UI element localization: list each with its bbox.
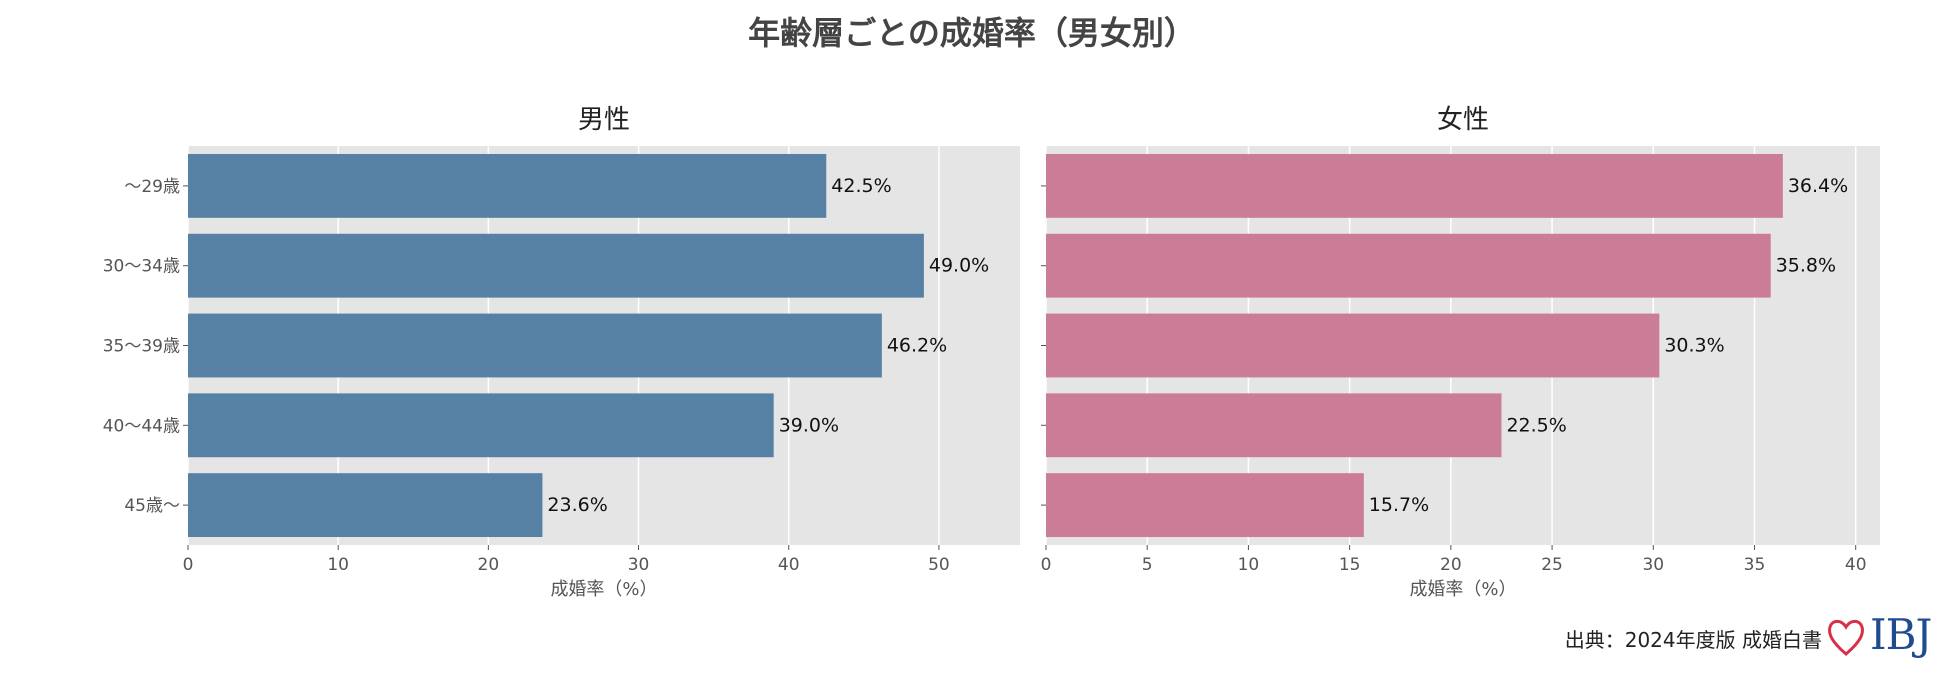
bar (1046, 313, 1660, 378)
x-tick-label: 40 (778, 555, 800, 575)
panel-title: 男性 (578, 105, 630, 135)
data-label: 22.5% (1506, 414, 1566, 436)
x-tick-label: 30 (1642, 555, 1664, 575)
bar (188, 313, 882, 378)
logo-text: IBJ (1870, 610, 1932, 659)
x-tick-label: 0 (1041, 555, 1052, 575)
x-tick-label: 35 (1744, 555, 1766, 575)
data-label: 15.7% (1369, 494, 1429, 516)
data-label: 46.2% (887, 335, 947, 357)
data-label: 42.5% (831, 175, 891, 197)
x-tick-label: 20 (1440, 555, 1462, 575)
x-tick-label: 50 (928, 555, 950, 575)
bar (188, 393, 774, 458)
y-tick-label: 40～44歳 (103, 416, 180, 436)
x-tick-label: 25 (1541, 555, 1563, 575)
y-tick-label: 30～34歳 (103, 257, 180, 277)
x-axis-label: 成婚率（%） (550, 579, 657, 600)
x-tick-label: 10 (327, 555, 349, 575)
data-label: 30.3% (1664, 335, 1724, 357)
source-note: 出典：2024年度版 成婚白書 (1564, 628, 1822, 652)
x-tick-label: 30 (628, 555, 650, 575)
data-label: 36.4% (1788, 175, 1848, 197)
bar (188, 473, 543, 538)
bar (188, 153, 827, 218)
bar (1046, 153, 1783, 218)
chart-title: 年齢層ごとの成婚率（男女別） (748, 14, 1196, 52)
bar (1046, 233, 1771, 298)
data-label: 49.0% (929, 255, 989, 277)
x-tick-label: 15 (1339, 555, 1361, 575)
x-tick-label: 0 (183, 555, 194, 575)
bar (1046, 473, 1364, 538)
y-tick-label: 35～39歳 (103, 337, 180, 357)
data-label: 39.0% (779, 414, 839, 436)
data-label: 35.8% (1776, 255, 1836, 277)
x-tick-label: 40 (1845, 555, 1867, 575)
x-tick-label: 20 (478, 555, 500, 575)
bar (188, 233, 924, 298)
x-tick-label: 5 (1142, 555, 1153, 575)
bar (1046, 393, 1502, 458)
y-tick-label: ～29歳 (124, 177, 180, 197)
ibj-logo: IBJ (1826, 610, 1932, 660)
x-axis-label: 成婚率（%） (1409, 579, 1516, 600)
y-tick-label: 45歳～ (124, 496, 180, 516)
panel-title: 女性 (1437, 105, 1489, 135)
heart-icon (1828, 619, 1864, 656)
x-tick-label: 10 (1238, 555, 1260, 575)
data-label: 23.6% (547, 494, 607, 516)
